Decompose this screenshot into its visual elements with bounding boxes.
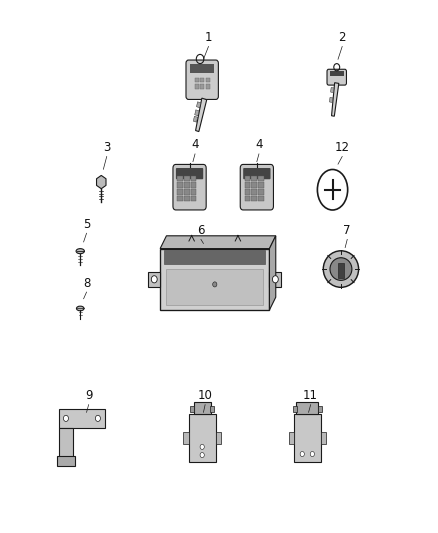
Bar (200, 84, 204, 89)
Bar (245, 189, 250, 195)
Bar (190, 406, 194, 412)
Polygon shape (197, 102, 201, 108)
Circle shape (64, 415, 68, 422)
Text: 8: 8 (83, 277, 90, 289)
Text: 6: 6 (197, 224, 205, 237)
Bar (245, 176, 250, 181)
Text: 11: 11 (303, 389, 318, 402)
Bar (184, 432, 188, 443)
Bar (205, 78, 210, 82)
Circle shape (300, 451, 304, 457)
Text: 9: 9 (85, 389, 92, 402)
FancyBboxPatch shape (173, 164, 206, 210)
Bar (160, 248, 269, 310)
Polygon shape (269, 236, 276, 310)
Bar (205, 84, 210, 89)
Polygon shape (332, 83, 339, 116)
Bar (210, 406, 214, 412)
Bar (318, 406, 322, 412)
Bar (191, 176, 196, 181)
Polygon shape (96, 175, 106, 189)
Ellipse shape (76, 248, 85, 254)
Bar (177, 182, 183, 188)
Bar (251, 182, 257, 188)
Circle shape (310, 451, 314, 457)
Bar (245, 182, 250, 188)
Polygon shape (160, 236, 276, 248)
Bar (321, 432, 326, 443)
Text: 1: 1 (205, 31, 212, 44)
Bar (245, 196, 250, 201)
Bar (251, 196, 257, 201)
Circle shape (200, 453, 204, 458)
FancyBboxPatch shape (327, 69, 346, 85)
FancyBboxPatch shape (240, 164, 273, 210)
FancyBboxPatch shape (176, 168, 203, 179)
Bar (293, 414, 321, 462)
Polygon shape (193, 116, 198, 122)
Text: 5: 5 (83, 217, 90, 231)
Bar (194, 84, 199, 89)
Bar (258, 182, 264, 188)
Text: 10: 10 (198, 389, 212, 402)
Bar (329, 71, 344, 76)
Bar (184, 182, 190, 188)
Bar (166, 269, 263, 305)
FancyBboxPatch shape (194, 402, 211, 414)
Ellipse shape (77, 306, 84, 311)
Bar (251, 189, 257, 195)
Bar (177, 189, 183, 195)
Bar (59, 409, 106, 427)
Bar (269, 272, 281, 287)
Bar (184, 196, 190, 201)
Circle shape (272, 276, 278, 283)
Text: 2: 2 (339, 31, 346, 44)
Bar (258, 196, 264, 201)
Bar (188, 414, 216, 462)
Text: 12: 12 (335, 141, 350, 154)
Bar (338, 263, 344, 278)
Bar (191, 196, 196, 201)
Bar (293, 406, 297, 412)
Bar (184, 176, 190, 181)
Bar (148, 272, 160, 287)
Ellipse shape (330, 258, 352, 280)
Circle shape (95, 415, 100, 422)
Text: 4: 4 (191, 139, 199, 151)
Bar (191, 189, 196, 195)
Bar (258, 176, 264, 181)
Bar (59, 427, 73, 458)
FancyBboxPatch shape (297, 402, 318, 414)
Bar (200, 78, 204, 82)
Bar (184, 189, 190, 195)
Polygon shape (195, 110, 199, 116)
Bar (194, 78, 199, 82)
Polygon shape (196, 98, 207, 132)
Polygon shape (329, 98, 333, 102)
Ellipse shape (323, 251, 359, 287)
Bar (190, 64, 214, 74)
Text: 7: 7 (343, 224, 351, 237)
Bar (216, 432, 221, 443)
Circle shape (200, 445, 204, 449)
Text: 3: 3 (103, 141, 110, 154)
Circle shape (151, 276, 157, 283)
Bar (289, 432, 293, 443)
Polygon shape (331, 87, 334, 93)
Text: 4: 4 (255, 139, 263, 151)
Bar (251, 176, 257, 181)
FancyBboxPatch shape (243, 168, 271, 179)
Circle shape (213, 282, 217, 287)
Bar (177, 196, 183, 201)
Bar (57, 456, 75, 466)
Bar (258, 189, 264, 195)
FancyBboxPatch shape (186, 60, 219, 100)
Bar (164, 249, 265, 264)
Bar (177, 176, 183, 181)
Bar (191, 182, 196, 188)
